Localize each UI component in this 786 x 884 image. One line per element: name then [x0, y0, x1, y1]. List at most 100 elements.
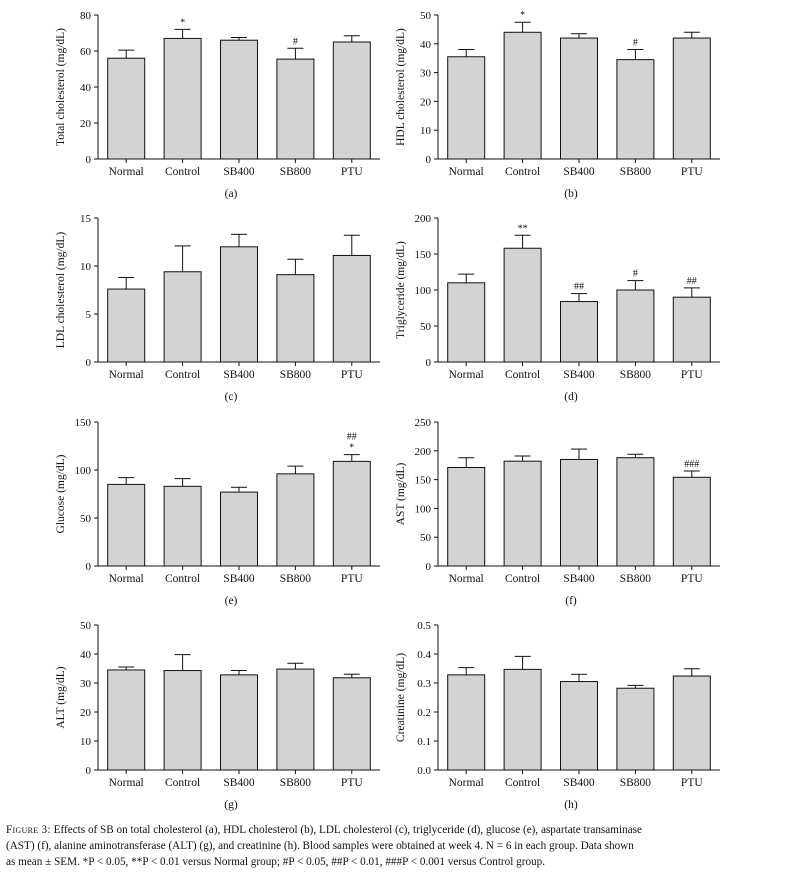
- bar-control: [503, 460, 542, 567]
- y-tick-label: 10: [80, 736, 92, 748]
- y-tick-label: 80: [80, 10, 92, 22]
- bar-ptu: [672, 296, 711, 363]
- y-tick-label: 40: [80, 82, 92, 94]
- bar-sb800: [276, 668, 315, 771]
- x-tick-label: SB400: [563, 166, 595, 178]
- y-tick-label: 10: [420, 125, 432, 137]
- y-axis-label: Total cholesterol (mg/dL): [55, 28, 67, 146]
- y-tick-label: 0.0: [417, 765, 431, 777]
- chart-panel-e: 0 50 100 150 Glucose (mg/dL) Normal Control SB4…: [55, 417, 380, 607]
- y-tick-label: 0: [86, 561, 92, 573]
- y-tick-label: 5: [86, 309, 92, 321]
- bar-control: [503, 31, 542, 160]
- x-tick-label: SB800: [280, 369, 312, 381]
- panel-letter: (c): [225, 391, 238, 403]
- panel-letter: (e): [225, 595, 238, 607]
- chart-panel-g: 0 10 20 30 40 50 ALT (mg/dL) Normal Control SB400…: [55, 620, 380, 811]
- chart-panel-d: 0 50 100 150 200 Triglyceride (mg/dL) Normal Co…: [395, 213, 720, 403]
- y-tick-label: 100: [415, 285, 432, 297]
- y-tick-label: 0.5: [417, 620, 431, 632]
- bar-control: [163, 37, 202, 160]
- x-tick-label: Normal: [449, 777, 484, 789]
- bar-normal: [107, 669, 146, 771]
- significance-mark: *: [349, 443, 354, 454]
- y-tick-label: 0.4: [417, 649, 431, 661]
- y-tick-label: 50: [80, 513, 92, 525]
- bar-sb400: [560, 458, 598, 567]
- y-tick-label: 30: [80, 678, 92, 690]
- x-tick-label: Normal: [109, 777, 144, 789]
- x-tick-label: Control: [165, 166, 200, 178]
- x-tick-label: Normal: [109, 369, 144, 381]
- x-tick-label: SB800: [620, 573, 652, 585]
- bar-ptu: [332, 677, 371, 771]
- x-tick-label: SB400: [223, 573, 255, 585]
- bar-sb400: [560, 681, 598, 771]
- x-tick-label: SB800: [280, 166, 312, 178]
- bar-ptu: [672, 675, 711, 771]
- y-tick-label: 100: [415, 503, 432, 515]
- bar-control: [503, 668, 542, 771]
- panel-letter: (f): [565, 595, 577, 607]
- bar-sb400: [220, 39, 258, 160]
- x-tick-label: SB400: [223, 166, 255, 178]
- significance-mark: ##: [574, 282, 584, 293]
- y-tick-label: 0: [86, 357, 92, 369]
- significance-mark: ##: [347, 432, 357, 443]
- significance-mark: #: [633, 38, 638, 49]
- y-tick-label: 50: [420, 10, 432, 22]
- chart-panel-h: 0.0 0.1 0.2 0.3 0.4 0.5 Creatinine (mg/dL) Norm…: [395, 620, 720, 811]
- x-tick-label: SB400: [563, 369, 595, 381]
- bar-control: [163, 670, 202, 771]
- chart-panel-b: 0 10 20 30 40 50 HDL cholesterol (mg/dL) Normal…: [395, 10, 720, 200]
- figure-caption: Figure 3: Effects of SB on total cholest…: [6, 822, 780, 870]
- y-tick-label: 50: [420, 321, 432, 333]
- caption-text-1: Effects of SB on total cholesterol (a), …: [53, 824, 642, 836]
- y-tick-label: 60: [80, 46, 92, 58]
- panel-letter: (g): [224, 799, 238, 811]
- bar-ptu: [332, 254, 371, 363]
- bar-sb800: [616, 59, 655, 160]
- y-tick-label: 250: [415, 417, 432, 429]
- x-tick-label: PTU: [341, 777, 363, 789]
- y-tick-label: 150: [75, 417, 92, 429]
- bar-sb800: [616, 457, 655, 567]
- bar-sb400: [220, 674, 258, 771]
- x-tick-label: Control: [165, 573, 200, 585]
- figure-panels: 0 20 40 60 80 Total cholesterol (mg/dL) Normal…: [55, 10, 720, 811]
- x-tick-label: SB800: [280, 777, 312, 789]
- y-tick-label: 200: [415, 213, 432, 225]
- y-tick-label: 0: [86, 765, 92, 777]
- bar-control: [503, 247, 542, 363]
- x-tick-label: Normal: [109, 573, 144, 585]
- bar-sb400: [560, 301, 598, 363]
- significance-mark: *: [180, 17, 185, 28]
- y-axis-label: Glucose (mg/dL): [55, 454, 67, 533]
- significance-mark: ###: [684, 459, 699, 470]
- y-axis-label: Creatinine (mg/dL): [395, 653, 407, 742]
- significance-mark: #: [293, 36, 298, 47]
- caption-line-3: as mean ± SEM. *P < 0.05, **P < 0.01 ver…: [6, 856, 546, 868]
- y-tick-label: 50: [80, 620, 92, 632]
- bar-ptu: [672, 476, 711, 567]
- x-tick-label: PTU: [341, 166, 363, 178]
- y-tick-label: 20: [420, 96, 432, 108]
- y-tick-label: 0: [86, 154, 92, 166]
- panel-letter: (b): [564, 188, 578, 200]
- y-tick-label: 0.3: [417, 678, 431, 690]
- x-tick-label: Control: [505, 166, 540, 178]
- y-tick-label: 50: [420, 532, 432, 544]
- bar-normal: [447, 674, 486, 771]
- bar-ptu: [332, 41, 371, 160]
- x-tick-label: SB800: [280, 573, 312, 585]
- chart-panel-f: 0 50 100 150 200 250 AST (mg/dL) Normal Control S…: [395, 417, 720, 607]
- x-tick-label: Normal: [449, 369, 484, 381]
- x-tick-label: Control: [505, 369, 540, 381]
- y-tick-label: 150: [415, 249, 432, 261]
- bar-ptu: [332, 460, 371, 567]
- chart-panel-a: 0 20 40 60 80 Total cholesterol (mg/dL) Normal…: [55, 10, 380, 200]
- x-tick-label: PTU: [681, 777, 703, 789]
- x-tick-label: PTU: [681, 166, 703, 178]
- x-tick-label: Normal: [449, 166, 484, 178]
- x-tick-label: PTU: [681, 369, 703, 381]
